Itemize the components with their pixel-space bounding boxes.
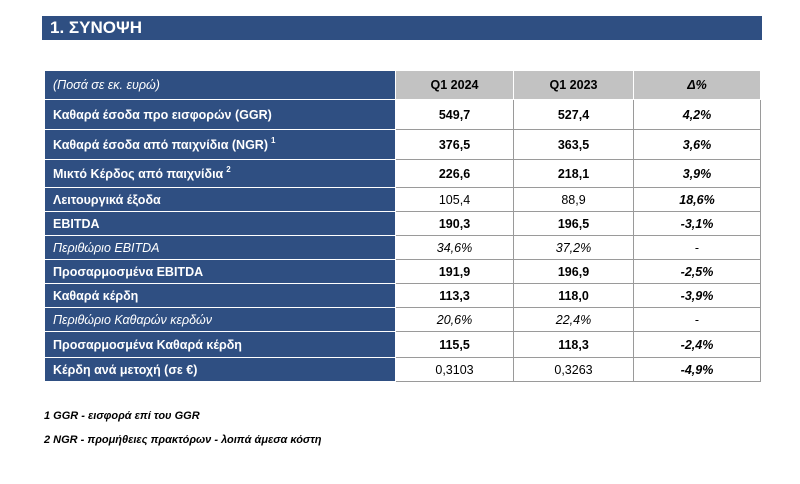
cell-delta: 3,9% — [633, 159, 761, 188]
summary-table: (Ποσά σε εκ. ευρώ) Q1 2024 Q1 2023 Δ% Κα… — [44, 70, 761, 382]
table-row: Προσαρμοσμένα EBITDA 191,9 196,9 -2,5% — [44, 259, 761, 284]
row-label-text: Καθαρά έσοδα από παιχνίδια (NGR) — [53, 137, 268, 152]
cell-delta: 4,2% — [633, 99, 761, 130]
cell-q1-2023: 118,0 — [513, 283, 634, 308]
cell-q1-2024: 113,3 — [395, 283, 514, 308]
row-label-text: Κέρδη ανά μετοχή (σε €) — [53, 362, 198, 377]
table-row: Προσαρμοσμένα Καθαρά κέρδη 115,5 118,3 -2,4… — [44, 331, 761, 358]
table-row: Περιθώριο Καθαρών κερδών 20,6% 22,4% - — [44, 307, 761, 332]
table-header-row: (Ποσά σε εκ. ευρώ) Q1 2024 Q1 2023 Δ% — [44, 70, 761, 100]
row-label-text: Λειτουργικά έξοδα — [53, 192, 161, 207]
cell-q1-2024: 226,6 — [395, 159, 514, 188]
footnote-marker: 1 — [271, 136, 276, 146]
cell-q1-2023: 22,4% — [513, 307, 634, 332]
column-header-delta: Δ% — [633, 70, 761, 100]
cell-q1-2023: 196,9 — [513, 259, 634, 284]
cell-q1-2024: 191,9 — [395, 259, 514, 284]
row-label: EBITDA — [44, 211, 396, 236]
row-label: Λειτουργικά έξοδα — [44, 187, 396, 212]
column-header-q1-2023: Q1 2023 — [513, 70, 634, 100]
row-label: Καθαρά έσοδα προ εισφορών (GGR) — [44, 99, 396, 130]
row-label: Καθαρά κέρδη — [44, 283, 396, 308]
table-row: Περιθώριο EBITDA 34,6% 37,2% - — [44, 235, 761, 260]
cell-delta: - — [633, 235, 761, 260]
row-label-text: Μικτό Κέρδος από παιχνίδια — [53, 166, 224, 181]
cell-q1-2023: 218,1 — [513, 159, 634, 188]
cell-delta: 3,6% — [633, 129, 761, 160]
row-label: Κέρδη ανά μετοχή (σε €) — [44, 357, 396, 382]
table-row: EBITDA 190,3 196,5 -3,1% — [44, 211, 761, 236]
cell-q1-2023: 88,9 — [513, 187, 634, 212]
cell-delta: -2,5% — [633, 259, 761, 284]
cell-delta: -4,9% — [633, 357, 761, 382]
table-row: Καθαρά έσοδα από παιχνίδια (NGR) 1 376,5 36… — [44, 129, 761, 160]
row-label: Προσαρμοσμένα EBITDA — [44, 259, 396, 284]
row-label: Περιθώριο EBITDA — [44, 235, 396, 260]
cell-delta: -3,1% — [633, 211, 761, 236]
row-label-text: Προσαρμοσμένα EBITDA — [53, 264, 204, 279]
cell-delta: -2,4% — [633, 331, 761, 358]
footnote-marker: 2 — [226, 165, 231, 175]
cell-q1-2024: 105,4 — [395, 187, 514, 212]
cell-q1-2024: 0,3103 — [395, 357, 514, 382]
table-row: Καθαρά έσοδα προ εισφορών (GGR) 549,7 527,… — [44, 99, 761, 130]
row-label-text: EBITDA — [53, 216, 100, 231]
table-body: Καθαρά έσοδα προ εισφορών (GGR) 549,7 527,… — [44, 99, 761, 382]
cell-q1-2024: 34,6% — [395, 235, 514, 260]
cell-delta: 18,6% — [633, 187, 761, 212]
cell-q1-2023: 118,3 — [513, 331, 634, 358]
cell-q1-2023: 0,3263 — [513, 357, 634, 382]
cell-q1-2024: 20,6% — [395, 307, 514, 332]
row-label: Μικτό Κέρδος από παιχνίδια 2 — [44, 159, 396, 188]
cell-q1-2023: 527,4 — [513, 99, 634, 130]
row-label-text: Περιθώριο Καθαρών κερδών — [53, 312, 213, 327]
row-label-text: Καθαρά έσοδα προ εισφορών (GGR) — [53, 107, 272, 122]
cell-delta: - — [633, 307, 761, 332]
cell-q1-2024: 115,5 — [395, 331, 514, 358]
table-row: Κέρδη ανά μετοχή (σε €) 0,3103 0,3263 -4,9% — [44, 357, 761, 382]
section-title: 1. ΣΥΝΟΨΗ — [42, 16, 762, 40]
cell-q1-2023: 196,5 — [513, 211, 634, 236]
row-label: Προσαρμοσμένα Καθαρά κέρδη — [44, 331, 396, 358]
table-row: Μικτό Κέρδος από παιχνίδια 2 226,6 218,1 3,9… — [44, 159, 761, 188]
footnote-1: 1 GGR - εισφορά επί του GGR — [44, 410, 200, 422]
column-header-q1-2024: Q1 2024 — [395, 70, 514, 100]
row-label: Καθαρά έσοδα από παιχνίδια (NGR) 1 — [44, 129, 396, 160]
cell-delta: -3,9% — [633, 283, 761, 308]
cell-q1-2023: 37,2% — [513, 235, 634, 260]
row-label: Περιθώριο Καθαρών κερδών — [44, 307, 396, 332]
table-row: Καθαρά κέρδη 113,3 118,0 -3,9% — [44, 283, 761, 308]
footnote-2: 2 NGR - προμήθειες πρακτόρων - λοιπά άμε… — [44, 434, 322, 446]
cell-q1-2024: 549,7 — [395, 99, 514, 130]
cell-q1-2023: 363,5 — [513, 129, 634, 160]
cell-q1-2024: 376,5 — [395, 129, 514, 160]
row-label-text: Προσαρμοσμένα Καθαρά κέρδη — [53, 337, 242, 352]
cell-q1-2024: 190,3 — [395, 211, 514, 236]
table-caption: (Ποσά σε εκ. ευρώ) — [44, 70, 396, 100]
row-label-text: Περιθώριο EBITDA — [53, 240, 160, 255]
row-label-text: Καθαρά κέρδη — [53, 288, 139, 303]
table-row: Λειτουργικά έξοδα 105,4 88,9 18,6% — [44, 187, 761, 212]
